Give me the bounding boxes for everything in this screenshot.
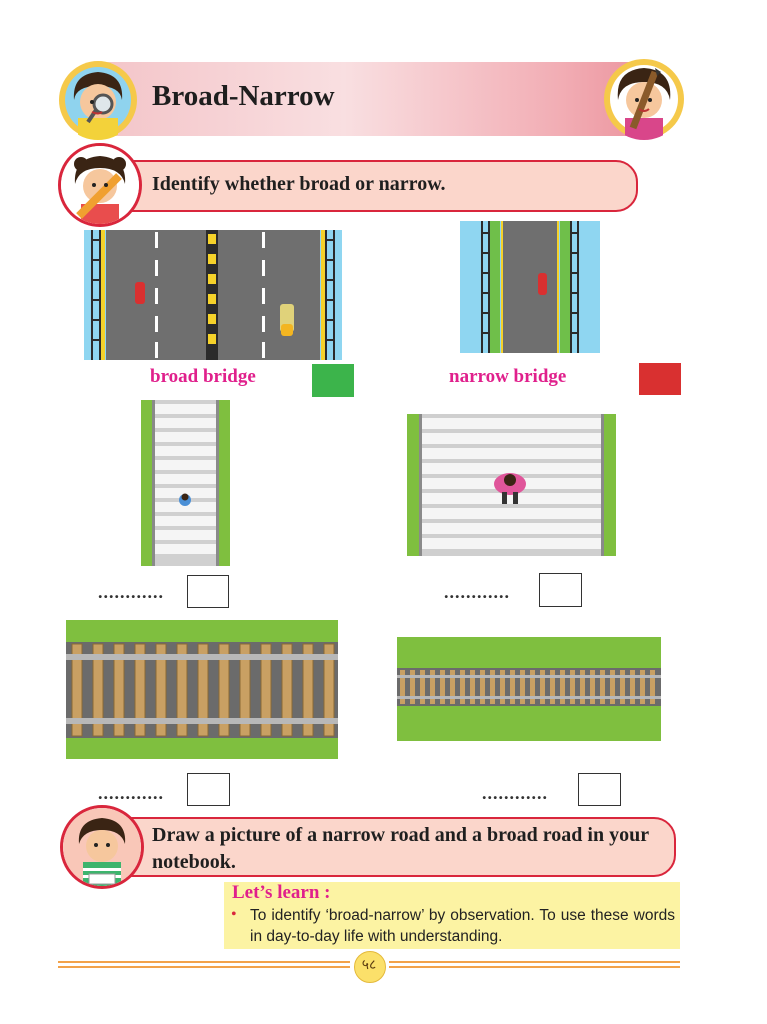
page-title: Broad-Narrow: [152, 80, 335, 112]
instruction-text: Draw a picture of a narrow road and a br…: [152, 824, 649, 873]
footer-line-left: [58, 966, 350, 968]
answer-box-red[interactable]: [639, 363, 681, 395]
narrow-railway-track-image: [397, 637, 661, 741]
answer-box-empty[interactable]: [578, 773, 621, 806]
page-number-badge: [354, 951, 386, 983]
page-number: ५८: [361, 957, 377, 973]
title-banner: [72, 62, 678, 136]
instruction-text: Identify whether broad or narrow.: [152, 173, 446, 195]
footer-line-left: [58, 961, 350, 963]
answer-box-green[interactable]: [312, 364, 354, 397]
footer-line-right: [389, 966, 680, 968]
instruction-bar: [108, 817, 676, 877]
footer-line-right: [389, 961, 680, 963]
answer-dots: ............: [482, 783, 548, 803]
instruction-bar: [108, 160, 638, 212]
child-drawing-icon: [60, 805, 144, 889]
lets-learn-title: Let’s learn :: [232, 882, 331, 903]
answer-box-empty[interactable]: [187, 773, 230, 806]
bullet-icon: •: [231, 906, 237, 923]
child-pencil-icon: [58, 143, 142, 227]
answer-dots: ............: [444, 582, 510, 602]
broad-bridge-image: [84, 230, 342, 360]
narrow-stairs-image: [141, 400, 230, 566]
answer-dots: ............: [98, 582, 164, 602]
girl-pencil-avatar: [604, 59, 684, 140]
broad-railway-track-image: [66, 620, 338, 759]
narrow-bridge-caption: narrow bridge: [449, 366, 567, 387]
answer-box-empty[interactable]: [539, 573, 582, 607]
broad-bridge-caption: broad bridge: [150, 366, 256, 387]
lets-learn-text: To identify ‘broad-narrow’ by observatio…: [250, 907, 675, 945]
lets-learn-box: [224, 882, 680, 949]
narrow-bridge-image: [460, 221, 600, 353]
girl-magnifier-avatar: [59, 61, 137, 140]
broad-stairs-image: [407, 414, 616, 556]
answer-box-empty[interactable]: [187, 575, 229, 608]
answer-dots: ............: [98, 783, 164, 803]
